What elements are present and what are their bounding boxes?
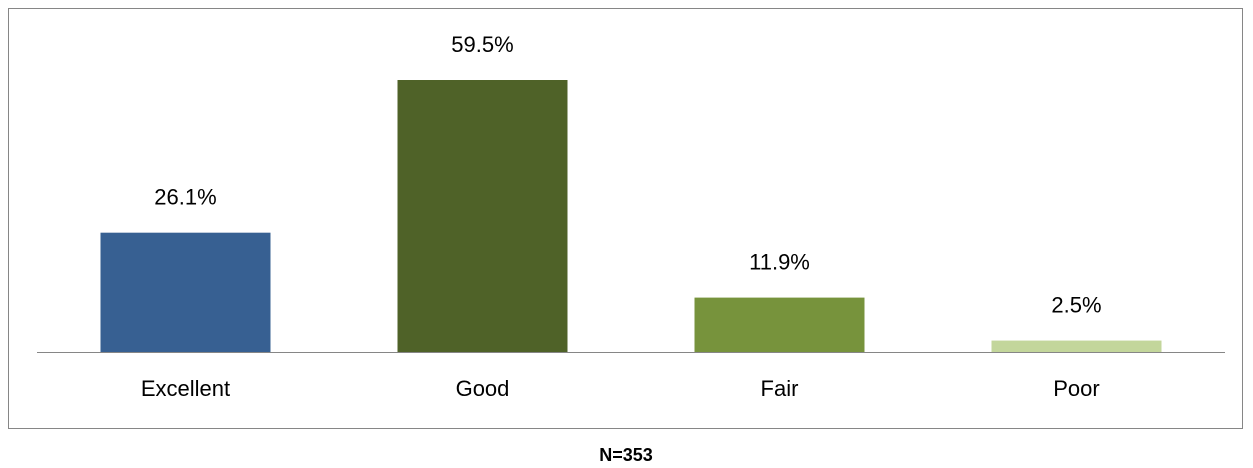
value-label: 11.9%	[749, 249, 810, 274]
bar	[397, 80, 568, 352]
annotation: N=353	[599, 445, 653, 465]
x-tick-label: Excellent	[141, 376, 230, 401]
bar	[100, 232, 271, 352]
x-tick-label: Poor	[1053, 376, 1099, 401]
value-label: 26.1%	[154, 184, 216, 209]
value-label: 2.5%	[1051, 292, 1101, 317]
value-label: 59.5%	[451, 32, 513, 57]
bar	[991, 340, 1162, 352]
chart-border	[8, 8, 1243, 429]
bar	[694, 297, 865, 352]
x-tick-label: Fair	[761, 376, 799, 401]
x-tick-label: Good	[456, 376, 510, 401]
